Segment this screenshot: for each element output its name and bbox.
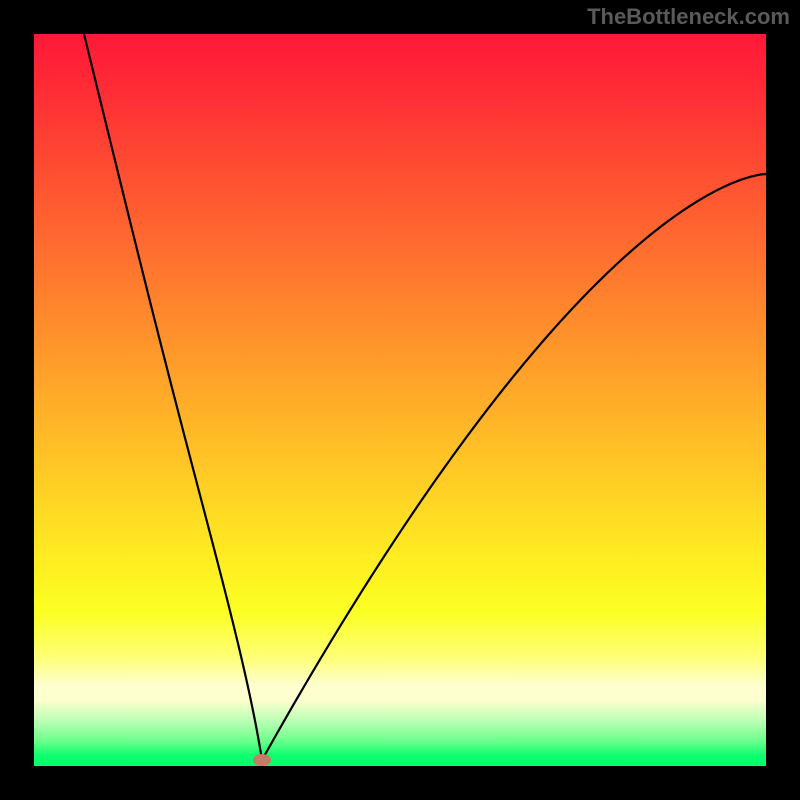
optimum-marker [253, 754, 271, 766]
border-bottom [0, 766, 800, 800]
plot-background [34, 34, 766, 766]
chart-container: TheBottleneck.com [0, 0, 800, 800]
border-left [0, 0, 34, 800]
border-right [766, 0, 800, 800]
bottleneck-chart [0, 0, 800, 800]
watermark-text: TheBottleneck.com [587, 4, 790, 30]
